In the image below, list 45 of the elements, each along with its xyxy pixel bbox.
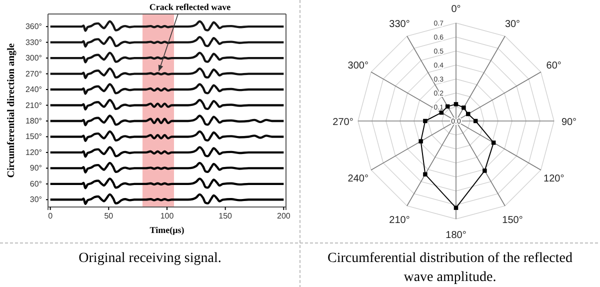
y-axis-title: Circumferential direction angle — [6, 42, 17, 178]
y-tick-label: 270° — [25, 69, 42, 78]
y-tick-label: 30° — [30, 195, 42, 204]
y-tick-label: 150° — [25, 132, 42, 142]
text: Circumferential distribution of the reflected wave amplitude. — [328, 251, 572, 285]
y-tick-label: 360° — [25, 22, 42, 32]
spoke-label: 150° — [502, 214, 523, 226]
x-tick-label: 150 — [218, 212, 233, 221]
line-series — [49, 114, 285, 126]
x-tick-label: 100 — [160, 212, 174, 221]
y-tick-label: 240° — [25, 85, 42, 94]
y-tick-label: 210° — [25, 100, 42, 110]
line-series — [49, 20, 285, 32]
annotation: Crack reflected wave — [149, 2, 231, 12]
y-tick-label: 90° — [30, 164, 42, 173]
y-tick-label: 330° — [25, 38, 42, 47]
y-tick-label: 120° — [25, 148, 42, 157]
line-series — [49, 178, 285, 190]
x-axis-title: Time(μs) — [150, 225, 184, 235]
line-series — [49, 67, 285, 80]
spoke-label: 270° — [332, 117, 354, 128]
y-tick-label: 180° — [25, 116, 42, 126]
x-tick-label: 200 — [276, 212, 291, 221]
line-series — [49, 83, 285, 95]
spoke-label: 60° — [546, 60, 562, 72]
spoke-label: 90° — [561, 117, 577, 128]
line-series — [49, 52, 285, 64]
y-tick-label: 60° — [30, 179, 42, 188]
line-series — [49, 36, 285, 48]
text: Original receiving signal. — [78, 251, 222, 266]
x-tick-label: 0 — [48, 212, 54, 221]
spoke-label: 120° — [544, 174, 564, 184]
spoke-label: 0° — [451, 4, 461, 15]
spoke-label: 300° — [348, 60, 368, 72]
spoke-label: 330° — [389, 19, 410, 30]
spoke-label: 180° — [446, 230, 466, 241]
spoke-label: 240° — [348, 174, 368, 184]
x-tick-label: 50 — [104, 212, 114, 221]
line-series — [49, 146, 285, 158]
y-tick-label: 300° — [25, 54, 42, 63]
line-series — [49, 130, 285, 142]
line-series — [49, 162, 285, 174]
spoke-label: 210° — [389, 214, 410, 226]
spoke-label: 30° — [504, 19, 520, 30]
line-series — [49, 98, 285, 111]
